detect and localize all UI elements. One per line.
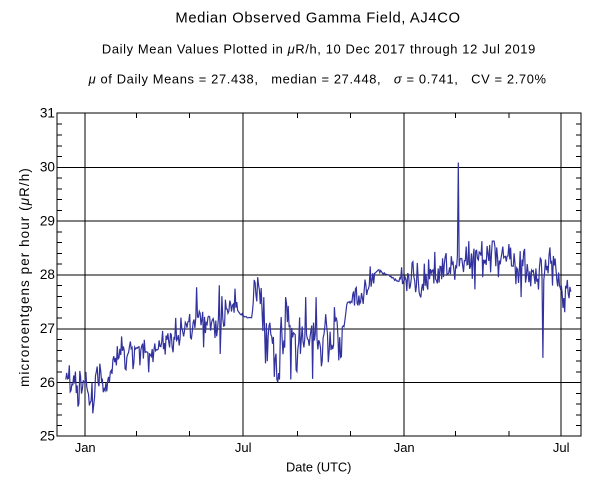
- svg-text:μ of Daily Means = 27.438, m: μ of Daily Means = 27.438, median = 27.4…: [88, 71, 547, 86]
- svg-text:Median Observed Gamma Field, A: Median Observed Gamma Field, AJ4CO: [175, 11, 460, 27]
- svg-text:28: 28: [40, 267, 55, 282]
- svg-text:Jul: Jul: [553, 440, 570, 455]
- svg-text:Daily Mean Values Plotted in μ: Daily Mean Values Plotted in μR/h, 10 De…: [102, 41, 536, 56]
- svg-text:Jul: Jul: [235, 440, 252, 455]
- svg-text:29: 29: [40, 213, 55, 228]
- svg-text:Jan: Jan: [394, 440, 415, 455]
- svg-text:26: 26: [40, 375, 55, 390]
- svg-text:25: 25: [40, 429, 55, 444]
- svg-text:30: 30: [40, 159, 56, 174]
- svg-text:Date (UTC): Date (UTC): [286, 460, 351, 475]
- svg-text:microroentgens per hour (μR/h): microroentgens per hour (μR/h): [17, 167, 32, 387]
- svg-text:27: 27: [40, 321, 55, 336]
- svg-text:31: 31: [40, 106, 55, 121]
- svg-text:Jan: Jan: [75, 440, 96, 455]
